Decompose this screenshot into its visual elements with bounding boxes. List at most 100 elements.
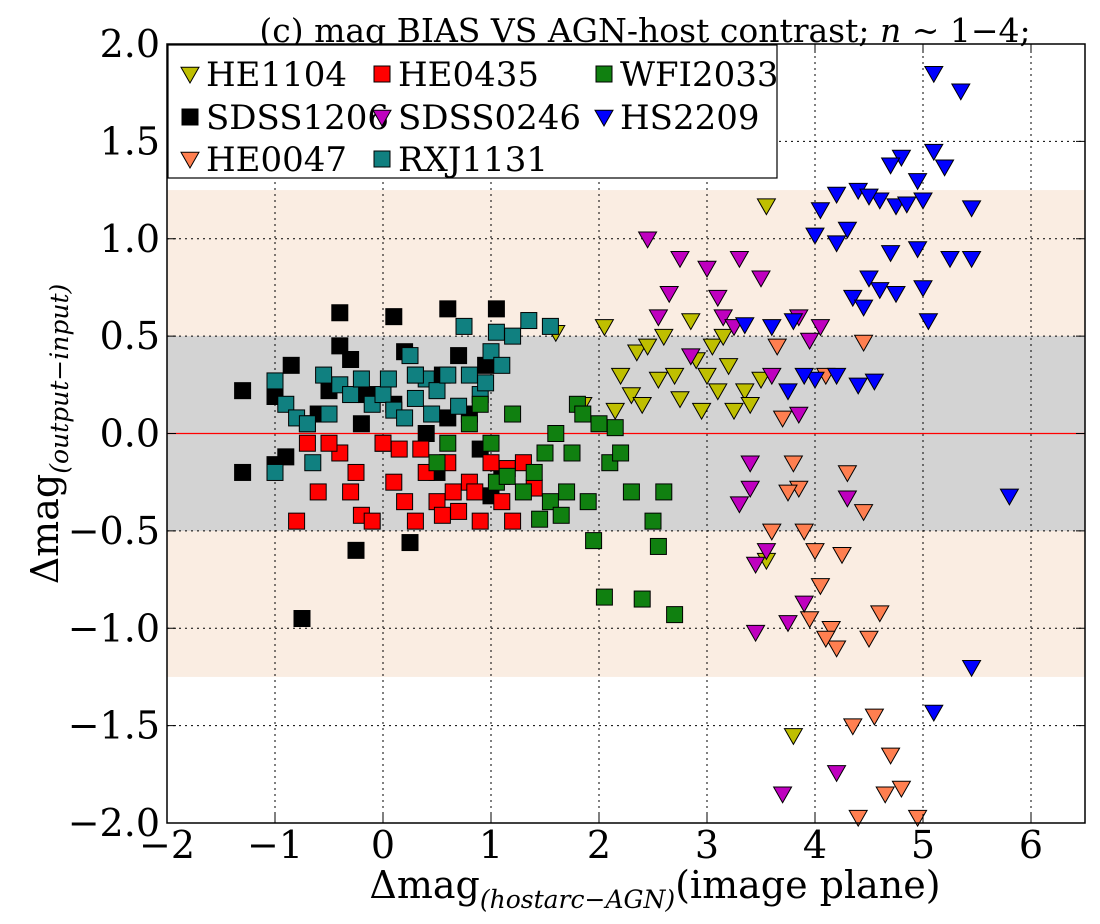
point-rxj1131-5 [320,405,338,423]
point-he1104-11 [734,383,755,401]
point-hs2209-1 [810,202,831,220]
point-he0047-16 [880,747,901,765]
point-sdss1206-15 [487,300,505,318]
point-he0435-17 [493,493,511,511]
point-rxj1131-27 [487,323,505,341]
point-he0047-22 [794,523,815,541]
point-hs2209-23 [837,221,858,240]
point-he0435-6 [374,434,392,452]
point-hs2209-37 [783,313,804,331]
point-he0047-5 [837,465,858,483]
point-he0435-27 [412,440,430,458]
point-he0047-17 [778,484,798,502]
point-he0435-5 [363,512,381,530]
point-sdss0246-11 [729,496,750,514]
series-he1104 [545,198,804,746]
point-he0047-6 [799,611,820,629]
point-he1104-2 [626,344,647,362]
legend-marker-hs2209 [594,109,614,128]
y-tick-labels: −2.0 −1.5 −1.0 −0.5 0.0 0.5 1.0 1.5 2.0 [68,22,160,845]
legend-marker-sdss1206 [181,108,199,126]
point-hs2209-20 [853,299,874,317]
point-wfi2033-30 [563,444,581,462]
series-sdss0246 [637,231,858,804]
point-wfi2033-19 [655,483,673,501]
point-rxj1131-25 [541,317,559,335]
y-tick-label-7: 1.5 [100,119,160,163]
point-hs2209-21 [886,286,906,304]
point-sdss1206-5 [277,448,295,466]
point-sdss0246-10 [740,455,761,473]
point-he0047-4 [805,543,825,561]
point-wfi2033-16 [612,444,630,462]
point-he1104-22 [664,367,685,386]
point-wfi2033-5 [504,405,522,423]
point-rxj1131-16 [428,382,446,400]
y-tick-label-4: 0.0 [100,412,160,456]
point-rxj1131-13 [401,347,419,365]
x-axis-label-main: Δmag [369,863,479,907]
point-rxj1131-8 [352,370,370,388]
point-sdss1206-13 [439,300,457,318]
point-he0435-18 [504,512,522,530]
y-tick-label-8: 2.0 [100,22,160,66]
point-wfi2033-25 [531,510,549,528]
point-he0435-20 [320,434,338,452]
point-he1104-21 [621,387,642,405]
point-hs2209-27 [913,280,933,298]
x-tick-label-4: 2 [587,823,611,867]
point-sdss0246-16 [794,595,815,613]
point-hs2209-33 [864,373,885,391]
y-axis-label-sub: (output−input) [45,284,74,474]
point-hs2209-13 [950,83,971,101]
point-hs2209-28 [918,313,939,331]
point-rxj1131-22 [493,356,511,374]
legend-frame [167,44,778,179]
point-wfi2033-27 [574,405,592,423]
point-he0047-9 [859,630,879,648]
point-sdss0246-15 [788,406,809,425]
point-sdss1206-4 [282,356,300,374]
point-he1104-14 [783,728,804,746]
point-sdss1206-0 [234,382,252,400]
point-sdss0246-0 [637,231,658,249]
y-tick-label-2: −1.0 [68,606,160,650]
point-sdss0246-21 [756,543,777,561]
point-sdss0246-7 [810,319,831,337]
point-he1104-16 [594,319,615,337]
point-sdss0246-17 [837,490,858,508]
point-sdss0246-1 [670,250,690,269]
point-he0435-1 [309,483,327,501]
x-tick-label-6: 4 [803,823,827,867]
point-sdss0246-23 [799,332,820,351]
point-hs2209-11 [934,159,955,177]
point-rxj1131-12 [396,409,414,427]
point-he0435-9 [406,512,424,530]
x-tick-label-1: −1 [247,823,303,867]
point-he0435-3 [342,483,360,501]
point-sdss1206-26 [331,337,349,355]
legend-label-sdss0246: SDSS0246 [398,98,581,138]
point-hs2209-39 [923,704,944,723]
point-he1104-13 [756,198,777,216]
x-tick-labels: −2 −1 0 1 2 3 4 5 6 [139,823,1043,867]
point-rxj1131-32 [315,366,333,384]
point-hs2209-24 [859,188,879,206]
point-he0047-18 [761,523,782,541]
point-he1104-12 [740,397,761,415]
point-hs2209-38 [734,317,755,335]
point-rxj1131-3 [298,415,316,433]
point-he0435-8 [396,493,414,511]
x-tick-label-8: 6 [1019,823,1043,867]
series-rxj1131 [266,312,559,481]
point-hs2209-12 [923,65,944,84]
point-wfi2033-8 [536,444,554,462]
point-rxj1131-31 [477,374,495,392]
point-he0435-23 [466,483,484,501]
x-tick-label-3: 1 [479,823,503,867]
series-hs2209 [734,65,1020,723]
legend-marker-sdss0246 [372,109,392,128]
point-hs2209-8 [880,157,901,175]
